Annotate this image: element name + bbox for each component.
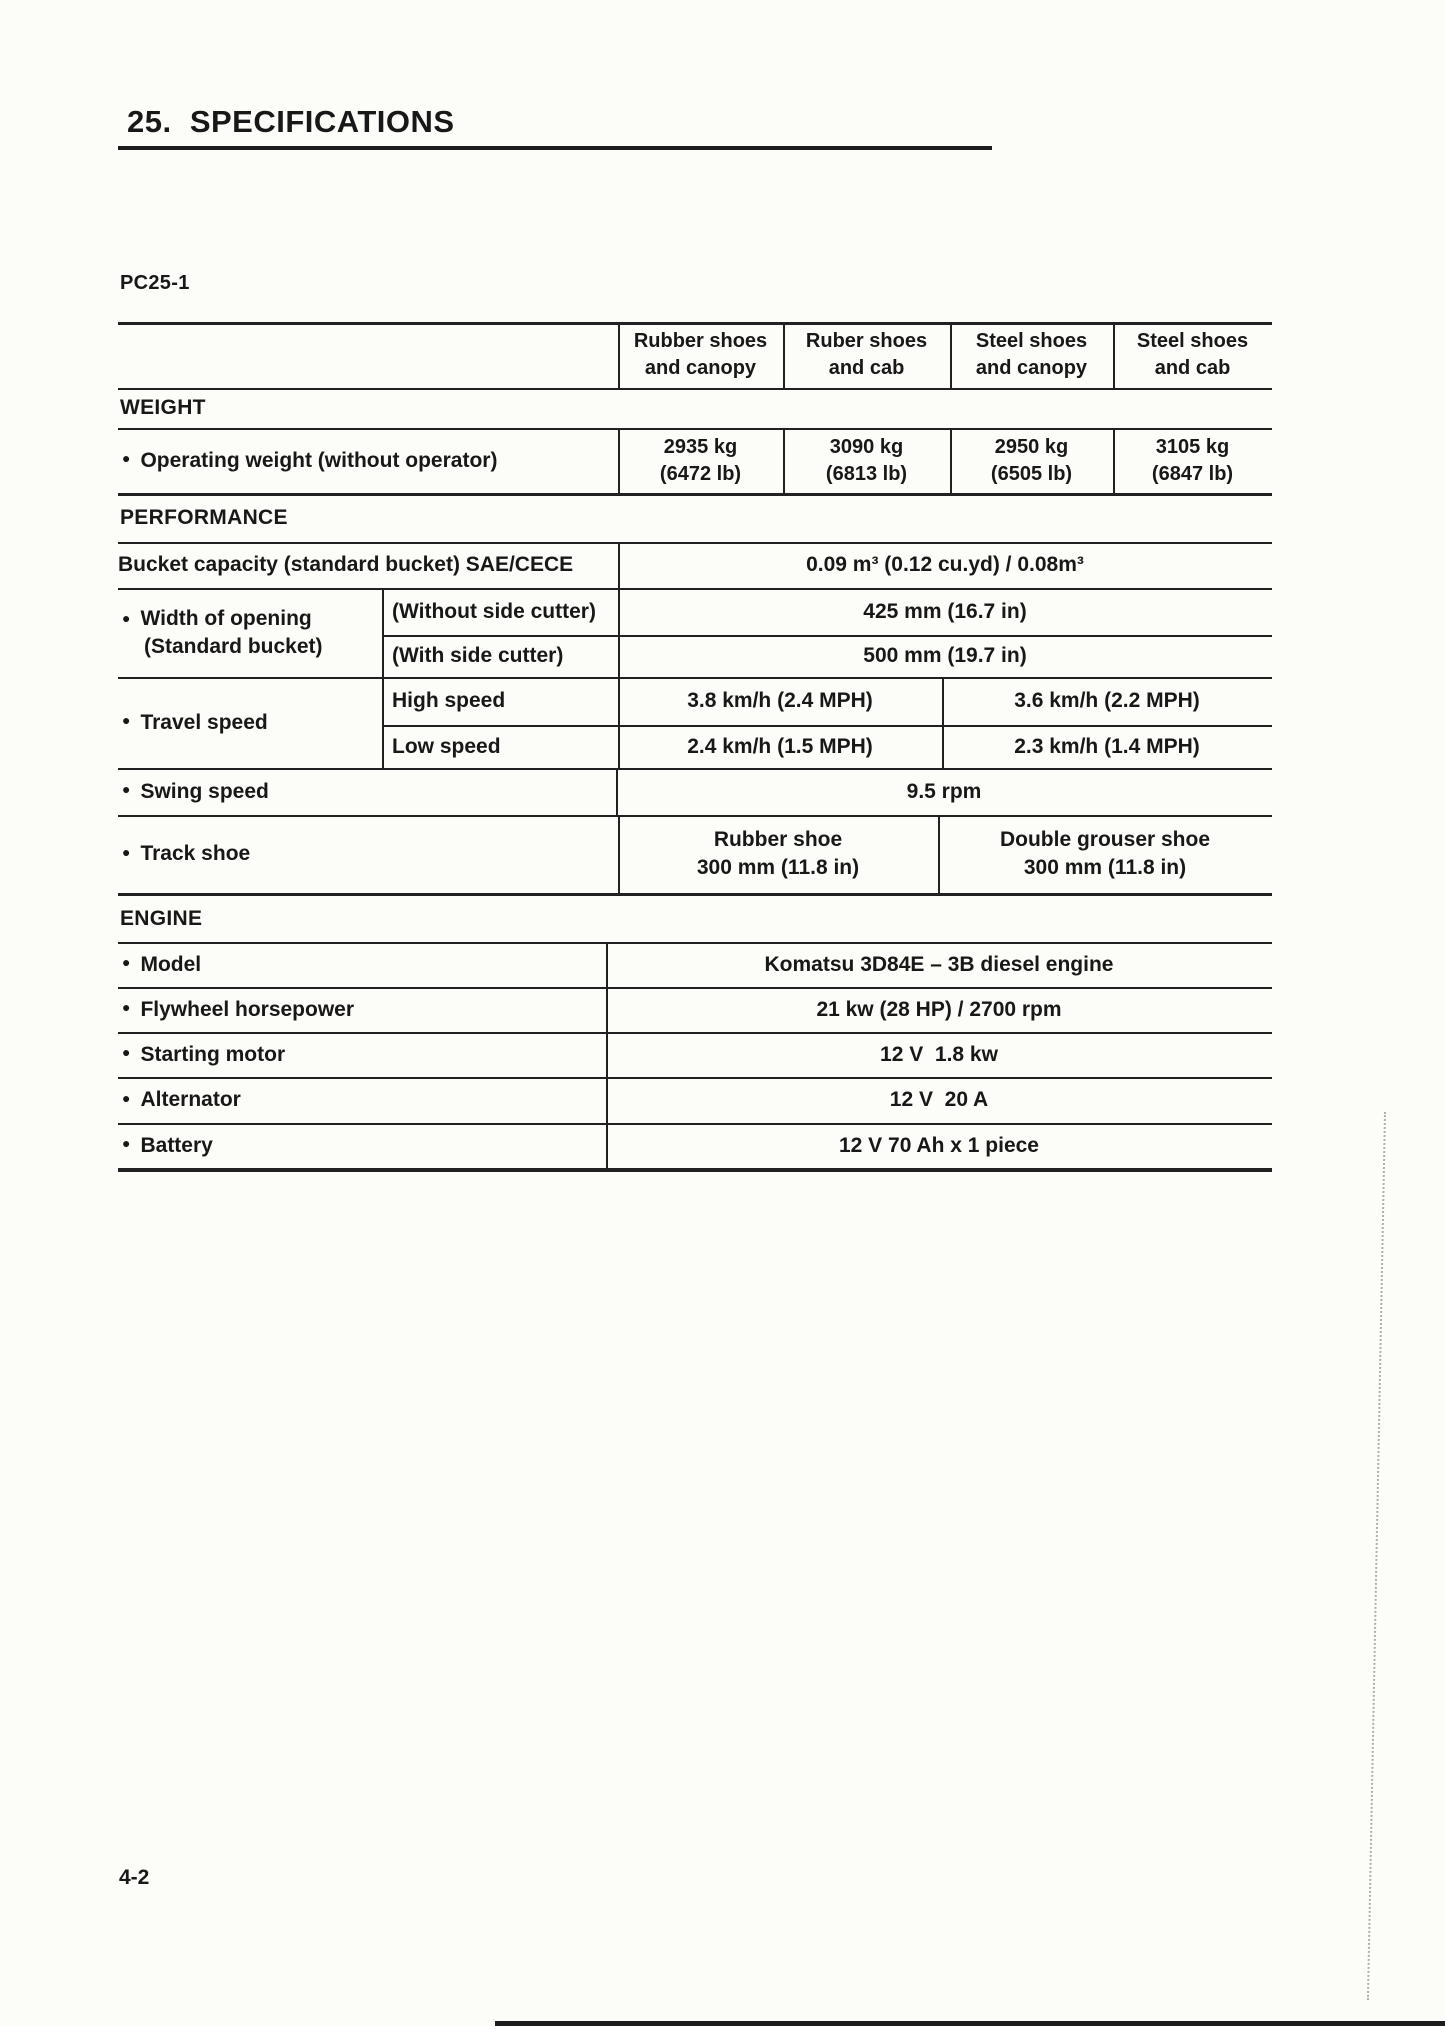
row-label-flywheel-horsepower: ● Flywheel horsepower (122, 997, 355, 1021)
h-rule (118, 1077, 1272, 1079)
v-rule (950, 322, 952, 388)
value-battery: 12 V 70 Ah x 1 piece (838, 1133, 1039, 1157)
h-rule (118, 1168, 1272, 1172)
v-rule (618, 815, 620, 893)
h-rule (382, 725, 1272, 727)
h-rule (118, 588, 1272, 590)
v-rule (618, 677, 620, 768)
row-label-without-side-cutter: (Without side cutter) (392, 599, 596, 623)
bullet-icon: ● (122, 954, 131, 971)
h-rule (118, 1032, 1272, 1034)
section-label-weight: WEIGHT (120, 396, 206, 420)
h-rule (118, 493, 1272, 496)
value-track-shoe-rubber: Rubber shoe 300 mm (11.8 in) (696, 827, 860, 879)
value-without-side-cutter: 425 mm (16.7 in) (863, 599, 1027, 623)
section-label-performance: PERFORMANCE (120, 505, 288, 529)
row-label-alternator: ● Alternator (122, 1088, 241, 1112)
h-rule (118, 942, 1272, 944)
v-rule (938, 815, 940, 893)
value-track-shoe-steel: Double grouser shoe 300 mm (11.8 in) (999, 827, 1211, 879)
value-swing-speed: 9.5 rpm (906, 779, 982, 803)
row-label-bucket-capacity: Bucket capacity (standard bucket) SAE/CE… (118, 553, 574, 577)
value-low-speed-steel: 2.3 km/h (1.4 MPH) (1014, 734, 1200, 758)
model-badge: PC25-1 (120, 272, 190, 294)
value-bucket-capacity: 0.09 m³ (0.12 cu.yd) / 0.08m³ (806, 553, 1084, 577)
bullet-icon: ● (122, 999, 131, 1016)
v-rule (616, 768, 618, 815)
value-high-speed-steel: 3.6 km/h (2.2 MPH) (1014, 689, 1200, 713)
row-label-operating-weight: ● Operating weight (without operator) (122, 448, 498, 472)
value-operating-weight-steel-cab: 3105 kg (6847 lb) (1151, 435, 1234, 485)
bullet-icon: ● (122, 1135, 131, 1152)
bullet-icon: ● (122, 1044, 131, 1061)
row-label-starting-motor: ● Starting motor (122, 1042, 286, 1066)
h-rule (118, 677, 1272, 679)
row-label-battery: ● Battery (122, 1133, 213, 1157)
section-label-engine: ENGINE (120, 906, 203, 930)
v-rule (1113, 322, 1115, 388)
h-rule (118, 815, 1272, 817)
page-title: 25. SPECIFICATIONS (127, 104, 455, 139)
value-low-speed-rubber: 2.4 km/h (1.5 MPH) (687, 734, 873, 758)
value-alternator: 12 V 20 A (889, 1088, 989, 1112)
value-operating-weight-rubber-cab: 3090 kg (6813 lb) (825, 435, 908, 485)
v-rule (606, 942, 608, 1168)
value-operating-weight-rubber-canopy: 2935 kg (6472 lb) (659, 435, 742, 485)
row-label-model: ● Model (122, 952, 202, 976)
v-rule (618, 428, 620, 493)
col-header-rubber-canopy: Rubber shoes and canopy (633, 330, 768, 379)
row-label-low-speed: Low speed (392, 734, 501, 758)
value-operating-weight-steel-canopy: 2950 kg (6505 lb) (990, 435, 1073, 485)
row-label-swing-speed: ● Swing speed (122, 779, 269, 803)
h-rule (118, 428, 1272, 430)
row-label-travel-speed: ● Travel speed (122, 710, 268, 734)
bullet-icon: ● (122, 1089, 131, 1106)
h-rule (118, 893, 1272, 896)
col-header-steel-canopy: Steel shoes and canopy (975, 330, 1088, 379)
bullet-icon: ● (122, 450, 131, 467)
value-starting-motor: 12 V 1.8 kw (880, 1042, 998, 1066)
v-rule (382, 588, 384, 677)
v-rule (618, 322, 620, 388)
row-label-with-side-cutter: (With side cutter) (392, 644, 564, 668)
row-label-track-shoe: ● Track shoe (122, 842, 251, 866)
bullet-icon: ● (122, 781, 131, 798)
bullet-icon: ● (122, 610, 131, 627)
h-rule (118, 987, 1272, 989)
v-rule (942, 677, 944, 768)
bullet-icon: ● (122, 712, 131, 729)
v-rule (950, 428, 952, 493)
row-label-high-speed: High speed (392, 689, 506, 713)
page-number: 4-2 (119, 1866, 150, 1889)
value-model: Komatsu 3D84E – 3B diesel engine (764, 952, 1114, 976)
scan-artifact-line (1366, 1111, 1386, 2000)
h-rule (118, 322, 1272, 325)
h-rule (118, 388, 1272, 390)
bullet-icon: ● (122, 843, 131, 860)
value-with-side-cutter: 500 mm (19.7 in) (863, 644, 1027, 668)
v-rule (618, 588, 620, 677)
h-rule (118, 542, 1272, 544)
value-flywheel-horsepower: 21 kw (28 HP) / 2700 rpm (816, 997, 1062, 1021)
v-rule (783, 428, 785, 493)
col-header-rubber-cab: Ruber shoes and cab (805, 330, 928, 379)
h-rule (118, 1123, 1272, 1125)
row-label-width-of-opening: ● Width of opening (Standard bucket) (122, 607, 323, 658)
scan-edge-shadow (495, 2021, 1445, 2026)
v-rule (382, 677, 384, 768)
v-rule (1113, 428, 1115, 493)
h-rule (382, 635, 1272, 637)
v-rule (783, 322, 785, 388)
value-high-speed-rubber: 3.8 km/h (2.4 MPH) (687, 689, 873, 713)
h-rule (118, 768, 1272, 770)
v-rule (618, 542, 620, 588)
col-header-steel-cab: Steel shoes and cab (1136, 330, 1249, 379)
spec-table: Rubber shoes and canopy Ruber shoes and ca… (118, 322, 1272, 1172)
title-underline (118, 146, 992, 150)
